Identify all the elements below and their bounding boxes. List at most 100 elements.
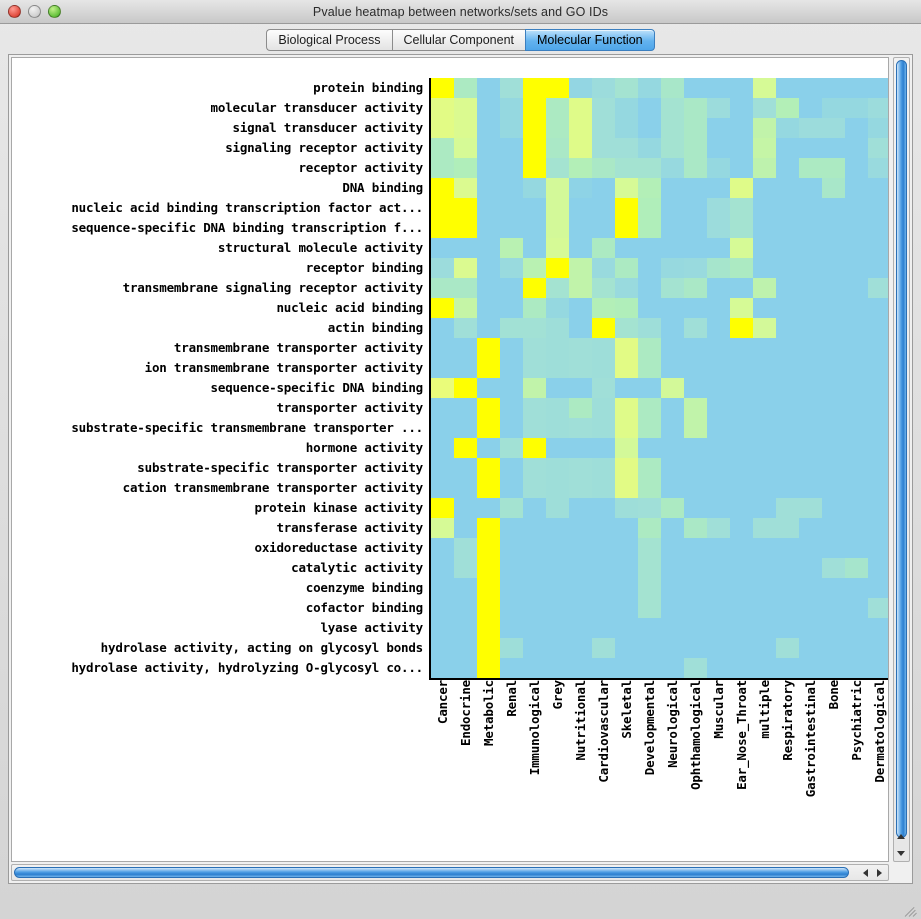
heatmap-cell[interactable] — [845, 118, 868, 138]
heatmap-cell[interactable] — [592, 278, 615, 298]
heatmap-cell[interactable] — [799, 98, 822, 118]
heatmap-cell[interactable] — [638, 478, 661, 498]
heatmap-cell[interactable] — [822, 298, 845, 318]
heatmap-cell[interactable] — [753, 318, 776, 338]
heatmap-cell[interactable] — [776, 278, 799, 298]
heatmap-cell[interactable] — [523, 458, 546, 478]
heatmap-cell[interactable] — [523, 78, 546, 98]
heatmap-cell[interactable] — [845, 258, 868, 278]
heatmap-cell[interactable] — [477, 358, 500, 378]
heatmap-cell[interactable] — [523, 338, 546, 358]
heatmap-cell[interactable] — [707, 158, 730, 178]
heatmap-cell[interactable] — [431, 118, 454, 138]
heatmap-cell[interactable] — [684, 618, 707, 638]
heatmap-cell[interactable] — [730, 178, 753, 198]
heatmap-cell[interactable] — [868, 578, 888, 598]
heatmap-cell[interactable] — [822, 518, 845, 538]
heatmap-cell[interactable] — [431, 478, 454, 498]
heatmap-cell[interactable] — [523, 378, 546, 398]
heatmap-cell[interactable] — [569, 338, 592, 358]
heatmap-cell[interactable] — [592, 478, 615, 498]
heatmap-cell[interactable] — [753, 338, 776, 358]
heatmap-cell[interactable] — [477, 618, 500, 638]
heatmap-cell[interactable] — [845, 358, 868, 378]
heatmap-cell[interactable] — [845, 418, 868, 438]
heatmap-cell[interactable] — [753, 118, 776, 138]
heatmap-cell[interactable] — [523, 538, 546, 558]
heatmap-cell[interactable] — [454, 498, 477, 518]
heatmap-cell[interactable] — [500, 618, 523, 638]
heatmap-cell[interactable] — [431, 218, 454, 238]
heatmap-cell[interactable] — [730, 238, 753, 258]
heatmap-cell[interactable] — [776, 618, 799, 638]
heatmap-cell[interactable] — [638, 238, 661, 258]
heatmap-cell[interactable] — [477, 218, 500, 238]
heatmap-cell[interactable] — [845, 498, 868, 518]
heatmap-cell[interactable] — [569, 458, 592, 478]
heatmap-cell[interactable] — [477, 498, 500, 518]
heatmap-cell[interactable] — [546, 538, 569, 558]
heatmap-cell[interactable] — [753, 78, 776, 98]
heatmap-cell[interactable] — [569, 278, 592, 298]
heatmap-cell[interactable] — [546, 78, 569, 98]
heatmap-cell[interactable] — [454, 558, 477, 578]
heatmap-cell[interactable] — [454, 578, 477, 598]
heatmap-cell[interactable] — [776, 638, 799, 658]
heatmap-cell[interactable] — [799, 578, 822, 598]
heatmap-cell[interactable] — [454, 478, 477, 498]
heatmap-cell[interactable] — [638, 398, 661, 418]
heatmap-cell[interactable] — [638, 638, 661, 658]
heatmap-cell[interactable] — [822, 638, 845, 658]
heatmap-cell[interactable] — [615, 518, 638, 538]
heatmap-cell[interactable] — [776, 178, 799, 198]
heatmap-cell[interactable] — [776, 578, 799, 598]
heatmap-cell[interactable] — [592, 238, 615, 258]
heatmap-cell[interactable] — [868, 78, 888, 98]
heatmap-cell[interactable] — [845, 338, 868, 358]
heatmap-cell[interactable] — [431, 78, 454, 98]
heatmap-cell[interactable] — [822, 438, 845, 458]
heatmap-cell[interactable] — [799, 598, 822, 618]
heatmap-cell[interactable] — [454, 518, 477, 538]
heatmap-cell[interactable] — [822, 78, 845, 98]
heatmap-cell[interactable] — [661, 318, 684, 338]
heatmap-cell[interactable] — [661, 278, 684, 298]
heatmap-cell[interactable] — [615, 78, 638, 98]
heatmap-cell[interactable] — [477, 138, 500, 158]
heatmap-cell[interactable] — [730, 638, 753, 658]
heatmap-cell[interactable] — [707, 478, 730, 498]
heatmap-cell[interactable] — [822, 118, 845, 138]
heatmap-cell[interactable] — [431, 318, 454, 338]
heatmap-cell[interactable] — [822, 658, 845, 678]
heatmap-cell[interactable] — [546, 658, 569, 678]
heatmap-cell[interactable] — [454, 598, 477, 618]
heatmap-cell[interactable] — [615, 478, 638, 498]
heatmap-cell[interactable] — [868, 638, 888, 658]
heatmap-cell[interactable] — [799, 298, 822, 318]
heatmap-cell[interactable] — [661, 298, 684, 318]
heatmap-cell[interactable] — [454, 98, 477, 118]
heatmap-cell[interactable] — [868, 438, 888, 458]
heatmap-cell[interactable] — [661, 378, 684, 398]
heatmap-cell[interactable] — [730, 498, 753, 518]
heatmap-cell[interactable] — [500, 138, 523, 158]
heatmap-cell[interactable] — [707, 418, 730, 438]
heatmap-cell[interactable] — [638, 438, 661, 458]
heatmap-cell[interactable] — [661, 338, 684, 358]
heatmap-cell[interactable] — [523, 478, 546, 498]
heatmap-cell[interactable] — [753, 518, 776, 538]
heatmap-cell[interactable] — [753, 578, 776, 598]
heatmap-cell[interactable] — [730, 398, 753, 418]
heatmap-cell[interactable] — [592, 178, 615, 198]
heatmap-cell[interactable] — [454, 78, 477, 98]
heatmap-cell[interactable] — [707, 658, 730, 678]
heatmap-cell[interactable] — [730, 618, 753, 638]
heatmap-cell[interactable] — [707, 458, 730, 478]
heatmap-cell[interactable] — [523, 118, 546, 138]
heatmap-cell[interactable] — [592, 458, 615, 478]
heatmap-cell[interactable] — [523, 578, 546, 598]
heatmap-cell[interactable] — [661, 598, 684, 618]
heatmap-cell[interactable] — [500, 378, 523, 398]
heatmap-cell[interactable] — [868, 498, 888, 518]
heatmap-cell[interactable] — [845, 458, 868, 478]
